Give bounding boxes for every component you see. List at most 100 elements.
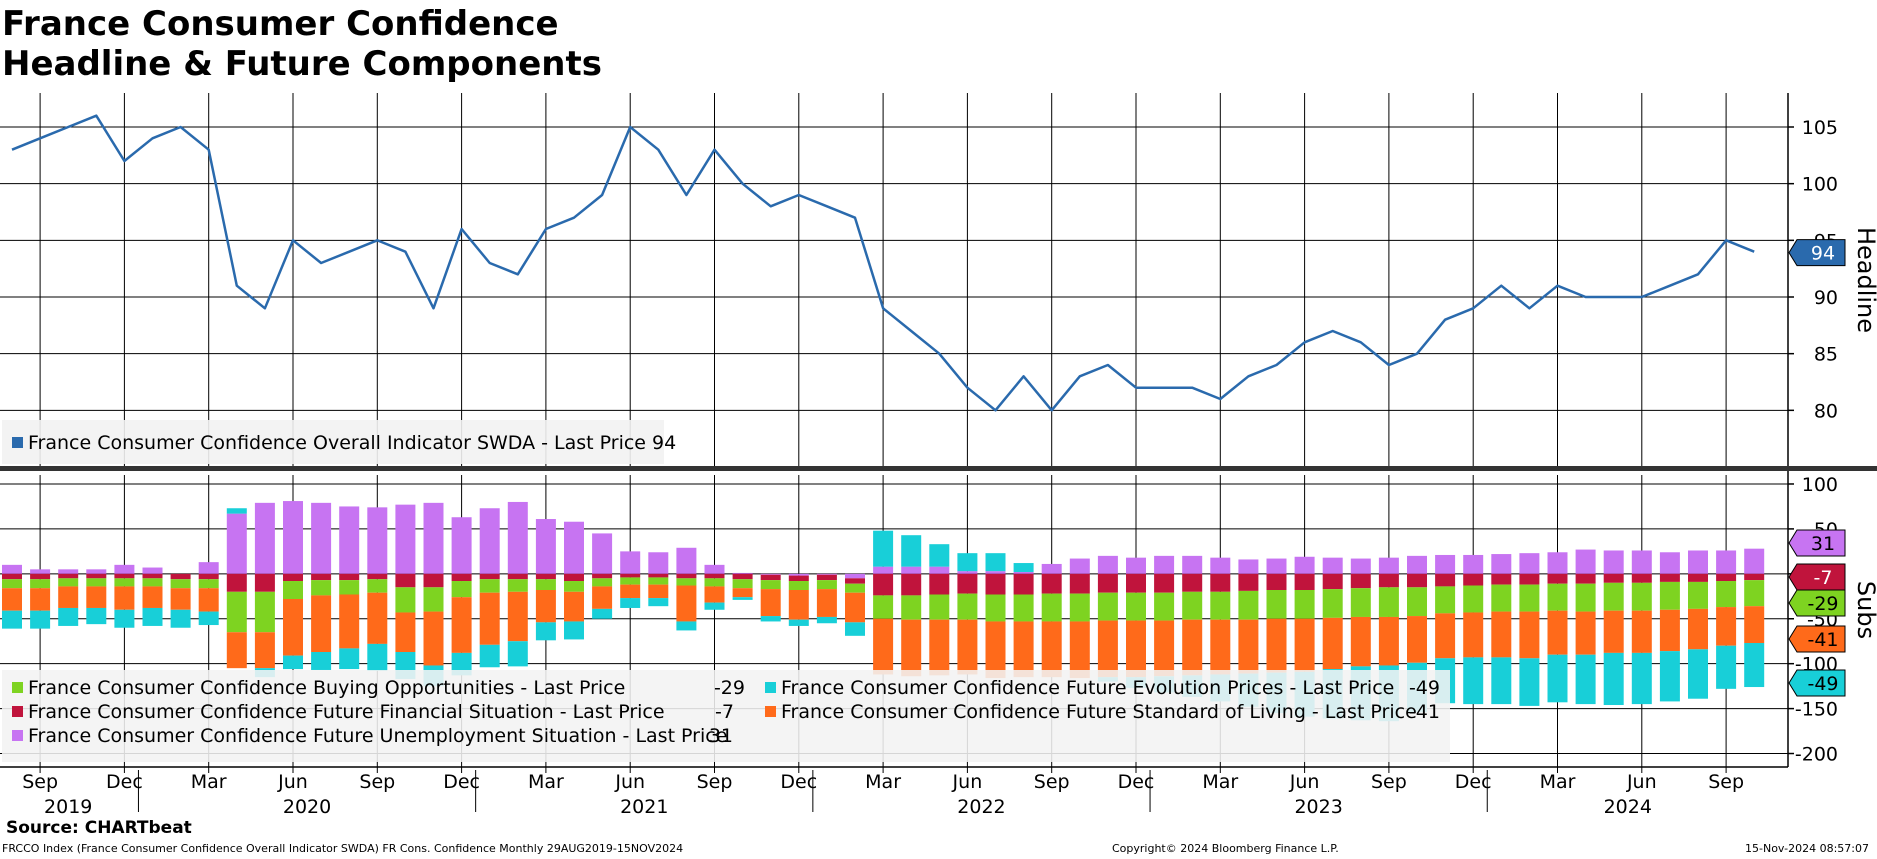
- subs-legend-value: -49: [1409, 677, 1440, 699]
- subs-bar: [929, 544, 950, 567]
- subs-bar: [648, 598, 669, 607]
- subs-legend-value: -29: [714, 677, 745, 699]
- subs-bar: [1238, 559, 1259, 574]
- subs-bar: [1266, 558, 1287, 574]
- subs-bar: [1603, 582, 1624, 611]
- subs-bar: [479, 592, 500, 645]
- subs-bar: [985, 553, 1006, 572]
- subs-bar: [816, 573, 837, 575]
- subs-bar: [198, 611, 219, 626]
- subs-bar: [1603, 550, 1624, 574]
- subs-bar: [142, 578, 163, 587]
- subs-bar: [1603, 652, 1624, 706]
- subs-bar: [86, 573, 107, 579]
- headline-ytick-label: 105: [1802, 117, 1838, 139]
- subs-bar: [1097, 555, 1118, 574]
- subs-bar: [86, 578, 107, 587]
- subs-bar: [198, 573, 219, 580]
- xtick-label: Dec: [780, 771, 817, 793]
- subs-bar: [339, 506, 360, 574]
- subs-bar: [592, 573, 613, 579]
- subs-bar: [311, 651, 332, 670]
- subs-bar: [1463, 612, 1484, 658]
- subs-bar: [1378, 557, 1399, 574]
- subs-ytick-label: -150: [1795, 699, 1838, 721]
- headline-panel-grid: [0, 93, 1788, 467]
- subs-bar: [367, 643, 388, 671]
- chart-title: France Consumer Confidence Headline & Fu…: [2, 4, 602, 84]
- subs-bar: [1097, 573, 1118, 593]
- subs-bar: [816, 589, 837, 617]
- subs-bar: [564, 521, 584, 574]
- subs-bar: [704, 564, 725, 574]
- subs-bar: [1350, 588, 1371, 617]
- living-last-price-tag-label: -41: [1807, 629, 1838, 651]
- subs-bar: [620, 577, 641, 585]
- subs-bar: [788, 581, 809, 591]
- headline-line: [11, 114, 1755, 412]
- subs-bar: [985, 571, 1006, 574]
- xtick-label: Sep: [359, 771, 395, 793]
- subs-bar: [788, 575, 809, 582]
- subs-bar: [2, 588, 22, 611]
- subs-bar: [1322, 557, 1343, 574]
- subs-bar: [1069, 593, 1090, 622]
- subs-bar: [114, 586, 135, 610]
- headline-ytick-label: 80: [1814, 400, 1838, 422]
- subs-bar: [1716, 550, 1737, 574]
- subs-bar: [254, 591, 275, 633]
- subs-bar: [1603, 573, 1624, 583]
- subs-bar: [507, 641, 528, 667]
- subs-bar: [648, 552, 669, 574]
- subs-bar: [1126, 620, 1146, 678]
- xtick-label: Sep: [697, 771, 733, 793]
- subs-bar: [451, 517, 472, 574]
- subs-legend-label: France Consumer Confidence Buying Opport…: [28, 677, 625, 699]
- subs-bar: [30, 610, 51, 629]
- subs-bar: [395, 504, 416, 574]
- subs-bar: [58, 586, 79, 608]
- subs-bar: [788, 573, 809, 576]
- subs-legend-swatch: [12, 706, 23, 717]
- subs-bar: [170, 609, 191, 628]
- subs-bar: [311, 580, 332, 596]
- subs-bar: [1491, 657, 1512, 705]
- subs-bar: [479, 579, 500, 593]
- subs-bar: [985, 594, 1006, 622]
- subs-bar: [367, 592, 388, 644]
- subs-bar: [1491, 584, 1512, 612]
- subs-bar: [760, 573, 781, 575]
- subs-bar: [311, 502, 332, 574]
- subs-bar: [1154, 555, 1175, 574]
- subs-bar: [479, 508, 500, 574]
- subs-bar: [1435, 586, 1456, 614]
- subs-bar: [620, 584, 641, 599]
- subs-bar: [1688, 573, 1708, 582]
- prices-last-price-tag: [1788, 669, 1846, 697]
- panel-divider: [0, 466, 1877, 471]
- subs-bar: [985, 573, 1006, 595]
- subs-bar: [929, 594, 950, 620]
- subs-bar: [1631, 610, 1652, 653]
- subs-bar: [283, 598, 303, 656]
- subs-bar: [1575, 611, 1596, 655]
- footer-timestamp: 15-Nov-2024 08:57:07: [1745, 842, 1870, 855]
- subs-bar: [620, 598, 641, 608]
- subs-bar: [1659, 609, 1680, 652]
- headline-ytick-label: 90: [1814, 287, 1838, 309]
- financial-last-price-tag: [1788, 563, 1846, 591]
- subs-bars: [2, 501, 1765, 722]
- subs-bar: [423, 502, 444, 574]
- subs-bar: [676, 547, 697, 574]
- subs-legend-label: France Consumer Confidence Future Standa…: [781, 701, 1417, 723]
- subs-bar: [226, 508, 247, 514]
- subs-bar: [1154, 620, 1175, 677]
- subs-bar: [1603, 610, 1624, 653]
- subs-bar: [1266, 590, 1287, 619]
- subs-bar: [676, 621, 697, 631]
- subs-bar: [1744, 548, 1765, 574]
- subs-bar: [732, 588, 753, 598]
- subs-bar: [845, 622, 865, 636]
- subs-bar: [676, 578, 697, 586]
